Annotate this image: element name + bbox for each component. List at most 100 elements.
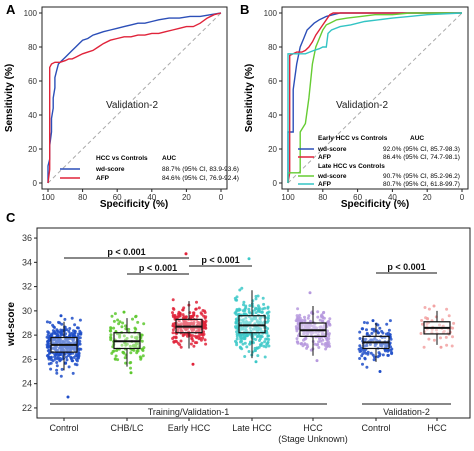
data-point [70,331,74,335]
data-point [385,322,389,326]
x-tick-label-a: 100 [41,193,55,202]
plot-area-c [36,227,471,419]
data-point [326,329,329,333]
x-tick-label-c: Late HCC [232,423,272,433]
box-group-4 [294,291,332,363]
data-point [131,344,135,348]
data-point [365,365,369,369]
data-point [58,352,62,356]
y-axis-label-a: Sensitivity (%) [4,64,15,132]
data-point [306,316,310,320]
data-point [244,304,248,308]
data-point [253,308,257,311]
data-point [243,341,247,345]
data-point [74,358,78,361]
data-point [387,328,391,332]
data-point [234,298,238,302]
data-point [311,324,315,328]
y-tick-label-a: 60 [28,77,37,86]
data-point [247,350,251,353]
legend-group-title-early: Early HCC vs Controls [318,135,388,142]
x-tick-label-a: 20 [182,193,191,202]
box-group-1 [108,310,146,375]
data-point [179,322,183,326]
data-point [263,355,267,359]
data-point [389,345,392,349]
data-point [197,321,201,325]
data-point-min [378,370,382,373]
data-point-min [66,395,70,399]
data-point [204,319,208,323]
data-point [318,337,321,341]
legend-auc-header-b: AUC [410,135,424,142]
data-point [109,335,113,339]
data-point [124,361,128,365]
panel-a: A Specificity (%) Sensitivity (%) 100 80 6… [4,2,239,210]
data-point [70,316,74,320]
data-point [141,354,145,358]
data-point [47,357,51,361]
data-point [109,326,113,330]
data-point-min [439,345,443,349]
data-point [447,314,451,318]
data-point [297,315,301,319]
data-point [234,312,238,316]
box-group-2 [171,252,208,366]
data-point [200,312,204,316]
data-point [51,329,55,333]
data-point [296,327,299,331]
data-point [323,343,327,347]
data-point [171,324,175,328]
data-point [110,314,114,318]
data-point [438,323,441,327]
y-axis-label-b: Sensitivity (%) [244,64,255,132]
data-point [420,319,424,322]
data-point [380,344,384,348]
data-point [435,328,438,332]
data-point [380,329,384,333]
data-point [357,347,361,351]
data-point [68,327,72,330]
x-tick-label-b: 0 [460,193,465,202]
data-point [171,298,175,302]
box-group-0 [45,314,83,399]
legend-label-late-afp: AFP [318,181,332,188]
data-point-min [191,362,195,366]
y-tick-label-b: 100 [264,9,278,18]
data-point [45,320,49,324]
data-point [124,343,128,347]
data-point [56,329,59,333]
data-point [79,347,83,351]
data-point [305,346,309,350]
data-point [202,322,206,326]
data-point [73,323,77,327]
data-point [75,352,79,356]
data-point [375,338,379,342]
data-point [57,320,60,324]
data-point [267,344,271,348]
data-point [318,318,322,322]
data-point [171,328,175,332]
data-point [239,321,243,325]
data-point [372,358,376,362]
data-point [109,333,113,337]
data-point [56,348,60,352]
data-point-max [247,257,251,261]
data-point [124,324,127,328]
box-group-5 [357,319,394,373]
data-point [52,325,56,329]
data-point [238,288,242,292]
data-point [64,355,68,359]
data-point [242,303,245,307]
data-point [235,308,239,311]
data-point [420,322,424,326]
panel-label-c: C [6,210,16,225]
data-point [66,345,70,349]
legend-b: Early HCC vs Controls AUC wd-score 92.0%… [298,135,460,188]
data-point [254,297,258,301]
x-tick-label-a: 80 [78,193,87,202]
data-point [61,347,65,351]
data-point [360,354,364,358]
data-point [254,349,257,353]
